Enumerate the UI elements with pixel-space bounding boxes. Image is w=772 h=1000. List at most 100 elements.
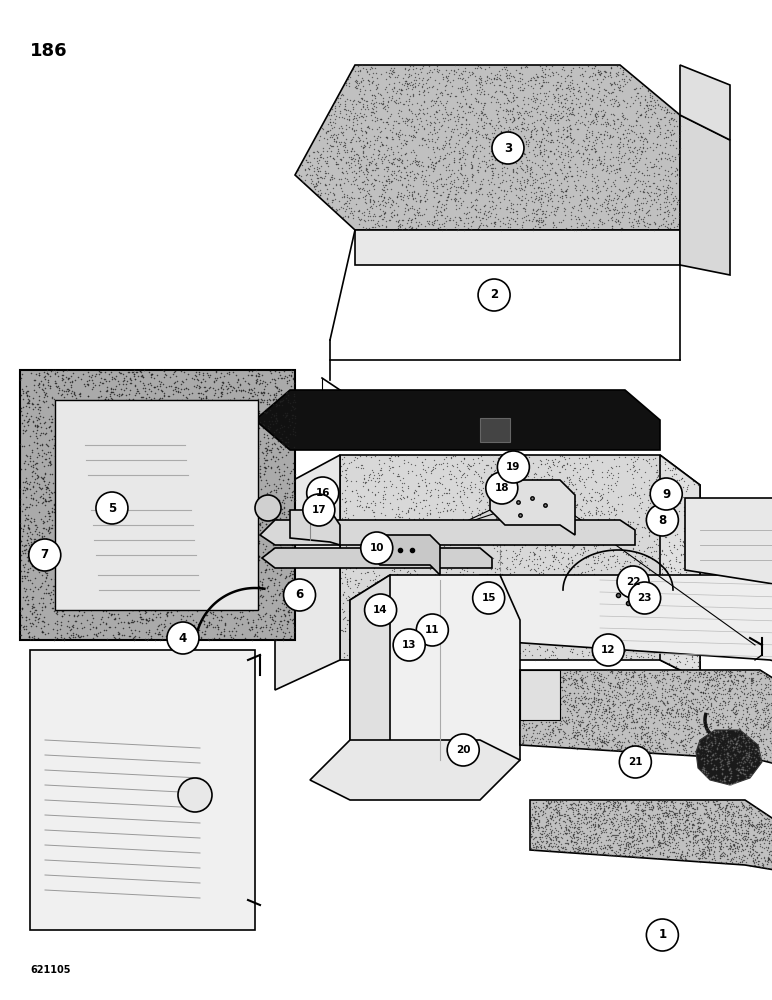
Point xyxy=(767,846,772,862)
Point xyxy=(679,507,691,523)
Point xyxy=(499,86,512,102)
Point xyxy=(633,208,645,224)
Point xyxy=(544,827,557,843)
Point xyxy=(252,525,264,541)
Point xyxy=(254,630,266,646)
Point xyxy=(528,205,540,221)
Point xyxy=(391,189,403,205)
Point xyxy=(602,674,615,690)
Point xyxy=(130,409,142,425)
Point xyxy=(764,730,772,746)
Point xyxy=(188,406,201,422)
Point xyxy=(672,193,685,209)
Point xyxy=(167,594,179,610)
Point xyxy=(496,155,508,171)
Point xyxy=(401,631,413,647)
Point xyxy=(181,366,194,382)
Point xyxy=(648,216,661,232)
Point xyxy=(195,614,208,630)
Point xyxy=(477,210,489,226)
Point xyxy=(630,105,642,121)
Point xyxy=(442,72,455,88)
Point xyxy=(370,542,382,558)
Point xyxy=(517,174,530,190)
Point xyxy=(616,677,628,693)
Point xyxy=(255,481,267,497)
Point xyxy=(42,432,55,448)
Point xyxy=(749,710,761,726)
Point xyxy=(340,77,352,93)
Point xyxy=(201,522,213,538)
Point xyxy=(539,69,551,85)
Point xyxy=(436,461,449,477)
Point xyxy=(567,198,580,214)
Point xyxy=(543,688,555,704)
Point xyxy=(549,207,561,223)
Point xyxy=(191,377,203,393)
Point xyxy=(424,124,436,140)
Point xyxy=(669,480,682,496)
Point xyxy=(737,728,750,744)
Point xyxy=(544,108,557,124)
Point xyxy=(577,720,590,736)
Point xyxy=(582,137,594,153)
Point xyxy=(134,512,147,528)
Point xyxy=(594,801,606,817)
Point xyxy=(702,793,714,809)
Point xyxy=(201,392,214,408)
Point xyxy=(382,140,394,156)
Point xyxy=(222,590,234,606)
Point xyxy=(600,687,612,703)
Point xyxy=(237,382,249,398)
Point xyxy=(659,792,672,808)
Point xyxy=(412,217,425,233)
Point xyxy=(463,540,476,556)
Point xyxy=(66,481,79,497)
Point xyxy=(582,218,594,234)
Point xyxy=(608,711,621,727)
Point xyxy=(627,158,639,174)
Point xyxy=(577,153,590,169)
Point xyxy=(624,812,636,828)
Point xyxy=(129,498,141,514)
Point xyxy=(570,627,582,643)
Point xyxy=(671,848,683,864)
Point xyxy=(499,130,512,146)
Point xyxy=(524,682,537,698)
Point xyxy=(591,717,604,733)
Point xyxy=(406,596,418,612)
Point xyxy=(743,818,755,834)
Point xyxy=(179,527,191,543)
Point xyxy=(346,205,358,221)
Point xyxy=(237,508,249,524)
Point xyxy=(37,364,49,380)
Point xyxy=(326,199,338,215)
Point xyxy=(632,631,645,647)
Point xyxy=(633,817,645,833)
Point xyxy=(610,690,622,706)
Point xyxy=(546,520,558,536)
Point xyxy=(273,461,286,477)
Point xyxy=(164,501,176,517)
Point xyxy=(730,706,743,722)
Point xyxy=(579,722,591,738)
Point xyxy=(552,454,564,470)
Point xyxy=(393,158,405,174)
Point xyxy=(40,581,52,597)
Point xyxy=(762,701,772,717)
Point xyxy=(520,694,532,710)
Point xyxy=(113,546,125,562)
Point xyxy=(722,803,734,819)
Point xyxy=(498,606,510,622)
Point xyxy=(662,688,674,704)
Point xyxy=(68,460,80,476)
Point xyxy=(323,148,336,164)
Point xyxy=(699,681,712,697)
Point xyxy=(545,669,557,685)
Point xyxy=(137,490,150,506)
Point xyxy=(435,170,447,186)
Point xyxy=(401,652,414,668)
Point xyxy=(635,598,648,614)
Point xyxy=(642,827,654,843)
Point xyxy=(402,609,415,625)
